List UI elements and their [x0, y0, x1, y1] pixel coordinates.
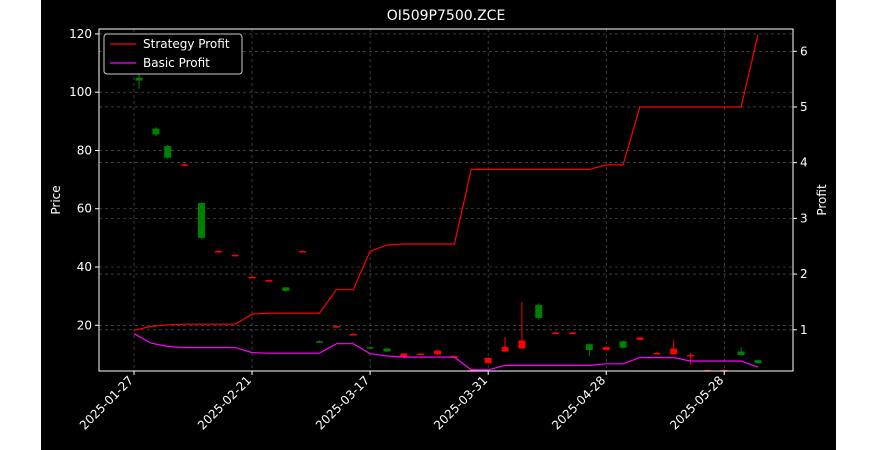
y2-tick-label: 4: [800, 156, 808, 170]
candle-body: [636, 337, 644, 340]
candle: [653, 352, 661, 355]
candle: [636, 336, 644, 341]
candle: [602, 346, 610, 351]
candle: [434, 350, 442, 355]
y2-tick-label: 2: [800, 267, 808, 281]
chart-title: OI509P7500.ZCE: [387, 8, 506, 24]
candle: [152, 127, 160, 136]
candle-body: [265, 280, 273, 282]
legend: Strategy Profit Basic Profit: [103, 33, 243, 75]
candle: [231, 254, 239, 257]
strategy-profit-line: [133, 34, 759, 331]
candle: [417, 352, 425, 356]
y2-tick-label: 3: [800, 211, 808, 225]
candle-body: [282, 287, 290, 291]
candle: [585, 343, 593, 356]
y-tick-label: 20: [77, 318, 92, 332]
candle: [518, 301, 526, 349]
candle: [619, 340, 627, 349]
candle-body: [552, 332, 560, 335]
candle-body: [754, 360, 762, 364]
candle-body: [518, 340, 526, 349]
candle: [383, 347, 391, 353]
candle: [501, 336, 509, 353]
candles: [135, 68, 762, 372]
candle: [282, 286, 290, 292]
candle: [737, 347, 745, 356]
candle-body: [687, 354, 695, 357]
candle-body: [181, 164, 189, 166]
candle-body: [484, 357, 492, 364]
candle: [484, 357, 492, 364]
legend-box: [103, 33, 243, 75]
candle: [366, 346, 374, 349]
y2-tick-label: 6: [800, 44, 808, 58]
candle-body: [585, 344, 593, 351]
candle: [265, 279, 273, 282]
candle: [568, 331, 576, 335]
candle-body: [535, 304, 543, 318]
legend-basic-label: Basic Profit: [143, 56, 210, 70]
candle-body: [670, 348, 678, 355]
candle-body: [248, 276, 256, 279]
candle: [197, 202, 205, 240]
candle-body: [135, 77, 143, 81]
candle: [248, 275, 256, 279]
candle-body: [231, 254, 239, 257]
candle: [535, 303, 543, 320]
candle-body: [434, 350, 442, 355]
y-tick-label: 40: [77, 260, 92, 274]
y-tick-label: 100: [69, 85, 92, 99]
basic-profit-line: [133, 333, 759, 371]
y2-axis-label: Profit: [815, 184, 829, 216]
candle-body: [501, 347, 509, 352]
candle-body: [332, 326, 340, 328]
candle-body: [417, 353, 425, 356]
candle: [349, 333, 357, 336]
candle: [687, 352, 695, 365]
profit-lines: [133, 34, 759, 371]
candle-body: [164, 146, 172, 158]
figure-background: [41, 0, 836, 450]
candle: [552, 331, 560, 335]
candle-body: [383, 348, 391, 352]
candle-body: [197, 202, 205, 238]
candle: [181, 163, 189, 166]
candle: [670, 339, 678, 355]
candle-body: [737, 351, 745, 355]
candle: [214, 250, 222, 253]
y-tick-label: 80: [77, 143, 92, 157]
y2-tick-label: 1: [800, 323, 808, 337]
candle-body: [349, 334, 357, 336]
candle: [754, 359, 762, 364]
legend-strategy-label: Strategy Profit: [143, 37, 230, 51]
y-tick-label: 60: [77, 202, 92, 216]
candle-body: [299, 250, 307, 253]
candle-body: [214, 250, 222, 253]
candle: [332, 325, 340, 328]
candle-body: [152, 128, 160, 135]
candle-body: [602, 347, 610, 351]
candle-body: [653, 352, 661, 355]
candle-body: [568, 332, 576, 335]
candle-body: [366, 347, 374, 349]
y2-tick-label: 5: [800, 100, 808, 114]
y-axis-label: Price: [49, 185, 63, 214]
candle: [299, 250, 307, 253]
candle-body: [400, 353, 408, 358]
plot-frame: [98, 28, 794, 372]
candle-body: [619, 341, 627, 348]
candle: [164, 144, 172, 160]
candle-body: [316, 341, 324, 343]
candle: [316, 340, 324, 343]
y-tick-label: 120: [69, 27, 92, 41]
